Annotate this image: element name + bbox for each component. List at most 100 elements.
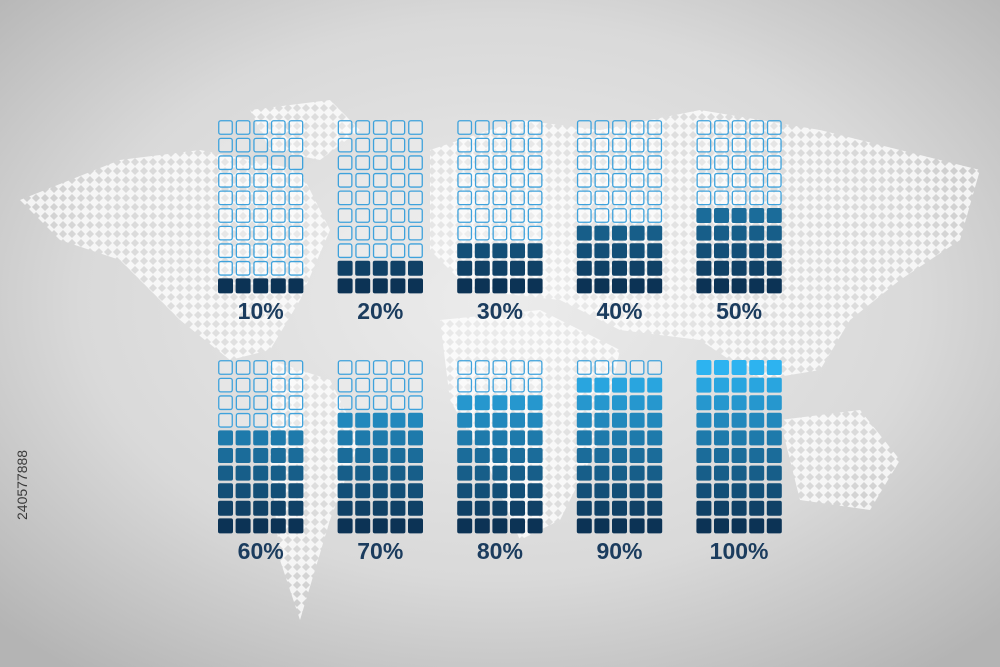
empty-cell [492,225,508,241]
empty-cell [474,208,490,223]
filled-cell [288,518,304,534]
filled-cell [766,465,782,481]
filled-cell [355,483,371,499]
filled-cell [731,260,747,276]
filled-cell [576,500,592,516]
empty-cell [629,120,645,135]
value-label: 90% [596,538,642,564]
filled-cell [594,430,610,446]
filled-cell [647,448,663,463]
empty-cell [355,190,371,206]
filled-cell [696,377,712,393]
empty-cell [235,260,251,276]
empty-cell [457,155,473,171]
empty-cell [731,190,747,206]
filled-cell [355,430,371,446]
filled-cell [766,278,782,294]
empty-cell [270,208,286,223]
filled-cell [629,377,645,393]
filled-cell [714,278,729,294]
filled-cell [696,260,712,276]
filled-cell [714,465,729,481]
empty-cell [372,377,388,393]
empty-cell [510,137,525,153]
filled-cell [749,360,765,375]
empty-cell [253,208,269,223]
empty-cell [629,172,645,188]
filled-cell [492,500,508,516]
filled-cell [288,430,304,446]
empty-cell [235,225,251,241]
empty-cell [696,120,712,135]
filled-cell [492,260,508,276]
empty-cell [492,155,508,171]
empty-cell [235,360,251,375]
empty-cell [253,137,269,153]
filled-cell [510,465,525,481]
filled-cell [731,448,747,463]
value-label: 80% [477,538,523,564]
filled-cell [714,377,729,393]
empty-cell [270,155,286,171]
filled-cell [408,483,423,499]
empty-cell [527,172,543,188]
empty-cell [235,120,251,135]
empty-cell [457,208,473,223]
filled-cell [270,278,286,294]
empty-cell [235,190,251,206]
empty-cell [696,137,712,153]
filled-cell [474,465,490,481]
filled-cell [510,448,525,463]
filled-cell [612,260,627,276]
filled-cell [731,278,747,294]
filled-cell [576,260,592,276]
empty-cell [288,377,304,393]
filled-cell [372,518,388,534]
empty-cell [372,395,388,411]
filled-cell [510,395,525,411]
filled-cell [235,483,251,499]
empty-cell [594,172,610,188]
empty-cell [492,377,508,393]
filled-cell [696,278,712,294]
empty-cell [235,155,251,171]
filled-cell [647,518,663,534]
filled-cell [766,208,782,223]
empty-cell [647,120,663,135]
filled-cell [288,448,304,463]
filled-cell [337,500,353,516]
empty-cell [235,208,251,223]
empty-cell [337,360,353,375]
filled-cell [355,260,371,276]
empty-cell [474,172,490,188]
filled-cell [594,278,610,294]
empty-cell [714,172,729,188]
empty-cell [355,377,371,393]
filled-cell [235,448,251,463]
filled-cell [766,448,782,463]
filled-cell [270,500,286,516]
empty-cell [594,155,610,171]
filled-cell [474,430,490,446]
filled-cell [714,518,729,534]
filled-cell [594,483,610,499]
filled-cell [474,448,490,463]
empty-cell [337,137,353,153]
empty-cell [749,137,765,153]
filled-cell [629,518,645,534]
empty-cell [235,377,251,393]
empty-cell [408,377,423,393]
filled-cell [612,395,627,411]
filled-cell [270,465,286,481]
filled-cell [647,395,663,411]
filled-cell [629,278,645,294]
empty-cell [218,172,233,188]
empty-cell [337,208,353,223]
waffle: 90% [576,360,663,564]
empty-cell [337,190,353,206]
filled-cell [696,518,712,534]
empty-cell [594,190,610,206]
empty-cell [510,172,525,188]
filled-cell [474,278,490,294]
filled-cell [696,395,712,411]
